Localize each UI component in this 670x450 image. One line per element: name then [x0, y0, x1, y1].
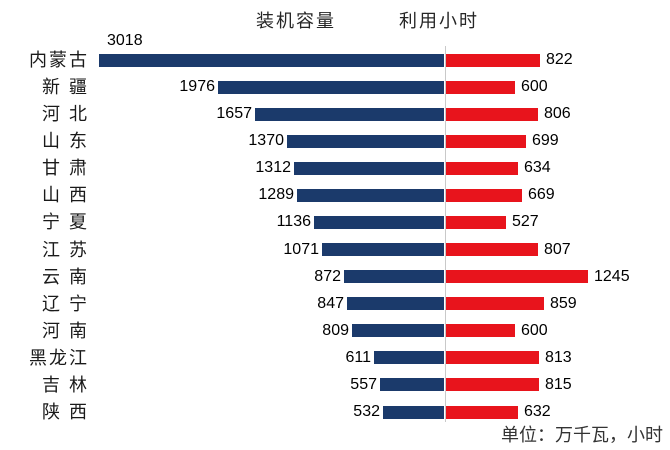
value-label-installed-capacity: 1976 — [179, 78, 215, 95]
value-label-installed-capacity: 1289 — [258, 186, 294, 203]
bar-utilization-hours — [446, 378, 539, 391]
province-label: 云 南 — [41, 267, 89, 287]
value-label-utilization-hours: 699 — [532, 132, 559, 149]
bar-utilization-hours — [446, 135, 526, 148]
bar-installed-capacity — [380, 378, 444, 391]
value-label-utilization-hours: 600 — [521, 322, 548, 339]
bar-installed-capacity — [287, 135, 444, 148]
value-label-installed-capacity: 1312 — [255, 159, 291, 176]
province-label: 辽 宁 — [41, 294, 89, 314]
value-label-installed-capacity: 3018 — [107, 32, 143, 49]
province-label: 江 苏 — [41, 240, 89, 260]
bar-installed-capacity — [218, 81, 444, 94]
bar-utilization-hours — [446, 351, 539, 364]
value-label-installed-capacity: 1657 — [216, 105, 252, 122]
bar-utilization-hours — [446, 243, 538, 256]
province-label: 河 南 — [41, 321, 89, 341]
province-label: 黑龙江 — [29, 348, 89, 368]
bar-installed-capacity — [347, 297, 444, 310]
center-axis-line — [445, 46, 446, 422]
bar-installed-capacity — [99, 54, 444, 67]
bar-installed-capacity — [297, 189, 444, 202]
value-label-utilization-hours: 527 — [512, 213, 539, 230]
bar-installed-capacity — [352, 324, 444, 337]
value-label-installed-capacity: 809 — [322, 322, 349, 339]
value-label-utilization-hours: 822 — [546, 51, 573, 68]
bar-installed-capacity — [383, 406, 444, 419]
province-label: 内蒙古 — [29, 50, 89, 70]
bar-utilization-hours — [446, 216, 506, 229]
province-label: 山 西 — [41, 185, 89, 205]
value-label-installed-capacity: 1136 — [276, 213, 311, 230]
bar-utilization-hours — [446, 108, 538, 121]
value-label-utilization-hours: 600 — [521, 78, 548, 95]
bar-installed-capacity — [322, 243, 444, 256]
bar-installed-capacity — [255, 108, 444, 121]
bar-utilization-hours — [446, 54, 540, 67]
value-label-installed-capacity: 1071 — [283, 241, 319, 258]
bar-utilization-hours — [446, 189, 522, 202]
value-label-installed-capacity: 1370 — [248, 132, 284, 149]
value-label-utilization-hours: 1245 — [594, 268, 630, 285]
province-label: 甘 肃 — [41, 158, 89, 178]
province-label: 新 疆 — [41, 77, 89, 97]
bar-utilization-hours — [446, 162, 518, 175]
value-label-utilization-hours: 859 — [550, 295, 577, 312]
province-label: 吉 林 — [41, 375, 89, 395]
value-label-installed-capacity: 532 — [353, 403, 380, 420]
value-label-utilization-hours: 669 — [528, 186, 555, 203]
unit-note: 单位：万千瓦，小时 — [501, 425, 663, 445]
value-label-installed-capacity: 611 — [345, 349, 371, 366]
bar-utilization-hours — [446, 324, 515, 337]
bar-installed-capacity — [294, 162, 444, 175]
bar-utilization-hours — [446, 270, 588, 283]
province-label: 山 东 — [41, 131, 89, 151]
bar-installed-capacity — [344, 270, 444, 283]
value-label-utilization-hours: 806 — [544, 105, 571, 122]
series-header-utilization-hours: 利用小时 — [399, 11, 479, 31]
value-label-utilization-hours: 632 — [524, 403, 551, 420]
value-label-installed-capacity: 557 — [350, 376, 377, 393]
value-label-utilization-hours: 813 — [545, 349, 572, 366]
province-label: 宁 夏 — [41, 212, 89, 232]
value-label-utilization-hours: 634 — [524, 159, 551, 176]
value-label-installed-capacity: 872 — [314, 268, 341, 285]
series-header-installed-capacity: 装机容量 — [256, 11, 336, 31]
value-label-installed-capacity: 847 — [317, 295, 344, 312]
province-label: 陕 西 — [41, 402, 89, 422]
bar-utilization-hours — [446, 81, 515, 94]
province-label: 河 北 — [41, 104, 89, 124]
bar-utilization-hours — [446, 297, 544, 310]
value-label-utilization-hours: 807 — [544, 241, 571, 258]
bar-installed-capacity — [314, 216, 444, 229]
bar-installed-capacity — [374, 351, 444, 364]
value-label-utilization-hours: 815 — [545, 376, 572, 393]
bar-utilization-hours — [446, 406, 518, 419]
